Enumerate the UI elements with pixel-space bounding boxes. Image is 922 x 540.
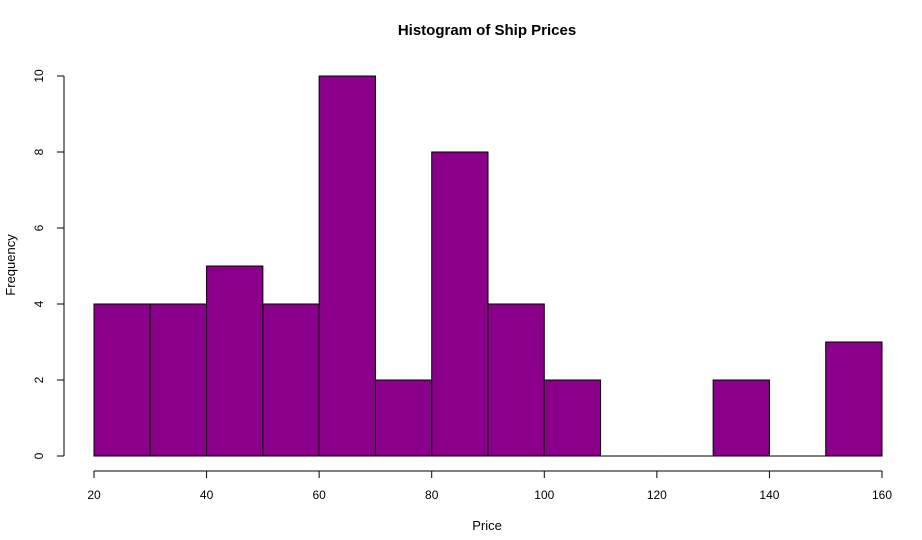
x-tick-label: 40 bbox=[200, 488, 214, 502]
y-tick-label: 0 bbox=[32, 452, 46, 459]
x-tick-label: 140 bbox=[759, 488, 779, 502]
y-tick-label: 2 bbox=[32, 376, 46, 383]
histogram-bar bbox=[262, 303, 320, 457]
y-tick-label: 6 bbox=[32, 224, 46, 231]
y-tick-label: 4 bbox=[32, 300, 46, 307]
histogram-bar bbox=[93, 303, 151, 457]
histogram-bar bbox=[543, 379, 602, 457]
histogram-bar bbox=[149, 303, 208, 457]
histogram-bar bbox=[374, 379, 433, 457]
histogram-bar bbox=[487, 303, 545, 457]
x-tick-label: 60 bbox=[312, 488, 326, 502]
x-tick-label: 20 bbox=[87, 488, 101, 502]
x-tick-label: 80 bbox=[425, 488, 439, 502]
y-tick-label: 10 bbox=[32, 69, 46, 83]
histogram-bar bbox=[825, 341, 883, 457]
y-axis: 0 2 4 6 8 10 bbox=[32, 69, 65, 459]
y-axis-label: Frequency bbox=[3, 234, 18, 296]
histogram-bar bbox=[206, 265, 264, 457]
histogram-bar bbox=[712, 379, 770, 457]
x-tick-label: 100 bbox=[534, 488, 554, 502]
histogram-bar bbox=[318, 75, 376, 457]
x-tick-label: 160 bbox=[872, 488, 892, 502]
x-axis: 20 40 60 80 100 120 140 160 bbox=[87, 470, 892, 502]
y-tick-label: 8 bbox=[32, 148, 46, 155]
bars-group bbox=[93, 75, 883, 457]
x-tick-label: 120 bbox=[647, 488, 667, 502]
histogram-bar bbox=[431, 151, 489, 457]
chart-title: Histogram of Ship Prices bbox=[398, 22, 576, 39]
x-axis-label: Price bbox=[472, 518, 502, 533]
